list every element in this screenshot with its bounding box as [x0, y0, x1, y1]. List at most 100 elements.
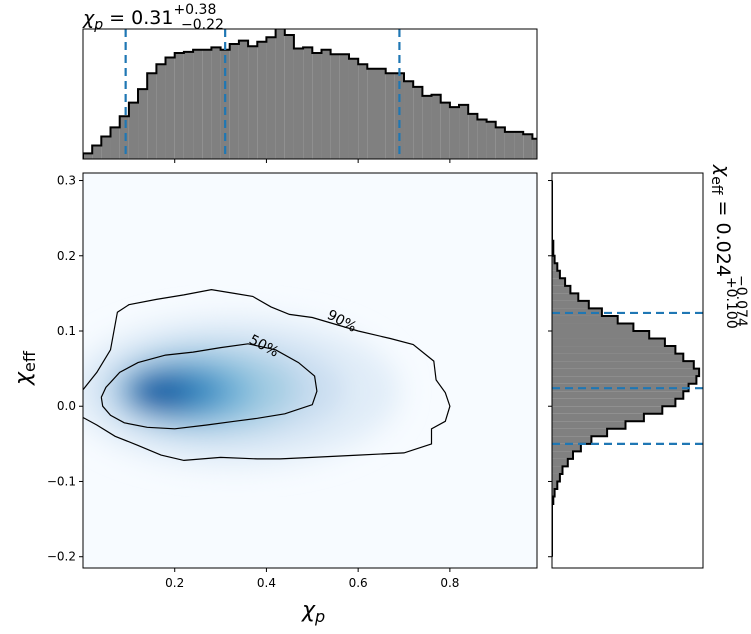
y-axis-subscript: eff	[20, 350, 39, 372]
chi-eff-symbol: χ	[712, 164, 734, 177]
top-hist-bin	[211, 47, 221, 159]
right-hist-bin	[552, 346, 676, 354]
x-axis-title: χp	[301, 598, 325, 626]
right-hist-bin	[552, 458, 568, 467]
x-tick-label: 0.4	[257, 576, 276, 590]
chi-p-summary: χp = 0.31+0.38	[82, 2, 216, 33]
right-hist-bin	[552, 466, 563, 474]
top-hist-bin	[652, 157, 661, 159]
top-hist-bin	[376, 68, 386, 159]
chi-p-subscript: p	[93, 17, 103, 33]
right-hist-bin	[552, 263, 558, 271]
top-hist-outline	[83, 29, 537, 159]
x-axis-symbol: χ	[301, 598, 316, 623]
top-hist-bin	[183, 51, 194, 159]
density-heatmap	[83, 315, 400, 467]
top-hist-bin	[422, 95, 432, 159]
top-hist-bin	[339, 54, 349, 159]
top-hist-bin	[330, 54, 340, 159]
top-hist-bin	[532, 138, 537, 159]
right-hist-bin	[552, 473, 560, 482]
contour-line-90%	[83, 288, 451, 462]
top-hist-bin	[449, 107, 460, 159]
right-hist-bin	[552, 436, 592, 444]
top-hist-bin	[174, 53, 184, 159]
top-hist-bin	[495, 127, 505, 159]
top-hist-bin	[431, 94, 441, 159]
right-hist-bin	[552, 255, 555, 264]
x-tick-label: 0.2	[165, 576, 184, 590]
right-hist-bin	[552, 308, 602, 316]
right-hist-bin	[552, 361, 694, 369]
top-hist-bin	[698, 158, 707, 159]
y-tick-label: −0.1	[47, 474, 76, 488]
top-hist-bin	[569, 145, 578, 159]
top-marginal-histogram	[83, 29, 707, 159]
top-hist-bin	[284, 35, 294, 159]
right-hist-bin	[552, 353, 684, 362]
top-hist-bin	[156, 64, 166, 159]
x-tick-label: 0.8	[440, 576, 459, 590]
right-marginal-panel: χeff = 0.024+0.100 −0.074	[548, 164, 749, 569]
right-hist-bin	[552, 338, 665, 347]
right-marginal-frame	[551, 172, 704, 569]
right-hist-bin	[552, 451, 574, 459]
contour-line-50%	[100, 343, 318, 430]
top-hist-bin	[606, 153, 615, 159]
top-hist-bin	[633, 156, 642, 159]
x-axis-subscript: p	[314, 607, 325, 626]
right-hist-bin	[552, 285, 571, 294]
top-hist-bin	[661, 157, 670, 159]
right-hist-bin	[552, 391, 684, 399]
heatmap-layers	[83, 315, 400, 467]
top-hist-bin	[101, 136, 111, 159]
top-hist-bin	[92, 145, 102, 159]
top-hist-bin	[394, 73, 405, 159]
top-hist-bin	[266, 37, 276, 159]
chi-p-upper-error: +0.38	[173, 2, 216, 18]
top-hist-bin	[486, 121, 496, 159]
top-marginal-panel: χp = 0.31+0.38 −0.22	[82, 2, 707, 163]
top-hist-bin	[440, 102, 450, 159]
top-hist-bin	[293, 48, 304, 159]
chi-eff-median: = 0.024	[712, 195, 734, 277]
top-hist-bin	[83, 153, 93, 159]
top-hist-bin	[413, 86, 423, 159]
top-hist-bin	[110, 127, 120, 159]
joint-panel: 50%90% 0.2 0.4 0.6 0.8 −0.2−0.10.00.10.20.3…	[11, 172, 538, 626]
right-hist-bin	[552, 398, 676, 407]
chi-p-median: = 0.31	[103, 7, 173, 29]
top-hist-bin	[477, 119, 487, 159]
chi-p-lower-error: −0.22	[181, 17, 224, 33]
right-hist-bin	[552, 443, 581, 452]
top-hist-bin	[523, 134, 533, 159]
top-hist-bin	[193, 49, 203, 159]
chi-eff-upper-error: +0.100	[723, 277, 739, 329]
right-hist-bin	[552, 489, 555, 497]
top-hist-bin	[597, 151, 606, 159]
chi-eff-subscript: eff	[708, 176, 724, 195]
top-hist-bin	[165, 57, 175, 159]
chi-eff-lower-error: −0.074	[733, 275, 749, 327]
right-hist-bin	[552, 428, 608, 437]
chi-p-symbol: χ	[82, 7, 95, 29]
right-marginal-y-ticks	[548, 180, 552, 558]
chi-eff-summary: χeff = 0.024+0.100	[708, 164, 739, 329]
top-hist-bin	[367, 68, 377, 159]
y-tick-label: −0.2	[47, 550, 76, 564]
y-tick-label: 0.3	[57, 174, 76, 188]
right-hist-bin	[552, 413, 644, 422]
y-axis-symbol: χ	[11, 371, 36, 386]
top-hist-bin	[578, 148, 587, 159]
top-hist-bin	[358, 64, 368, 159]
top-hist-bin	[229, 44, 239, 159]
top-hist-bin	[385, 73, 395, 159]
joint-y-ticks: −0.2 −0.1 0.0 0.1 0.2 0.3	[47, 174, 83, 564]
top-hist-bin	[587, 151, 596, 159]
right-hist-bin	[552, 481, 558, 489]
y-tick-label: 0.0	[57, 399, 76, 413]
top-hist-bin	[624, 154, 633, 159]
top-hist-bin	[459, 104, 469, 159]
top-hist-bin	[514, 131, 524, 159]
